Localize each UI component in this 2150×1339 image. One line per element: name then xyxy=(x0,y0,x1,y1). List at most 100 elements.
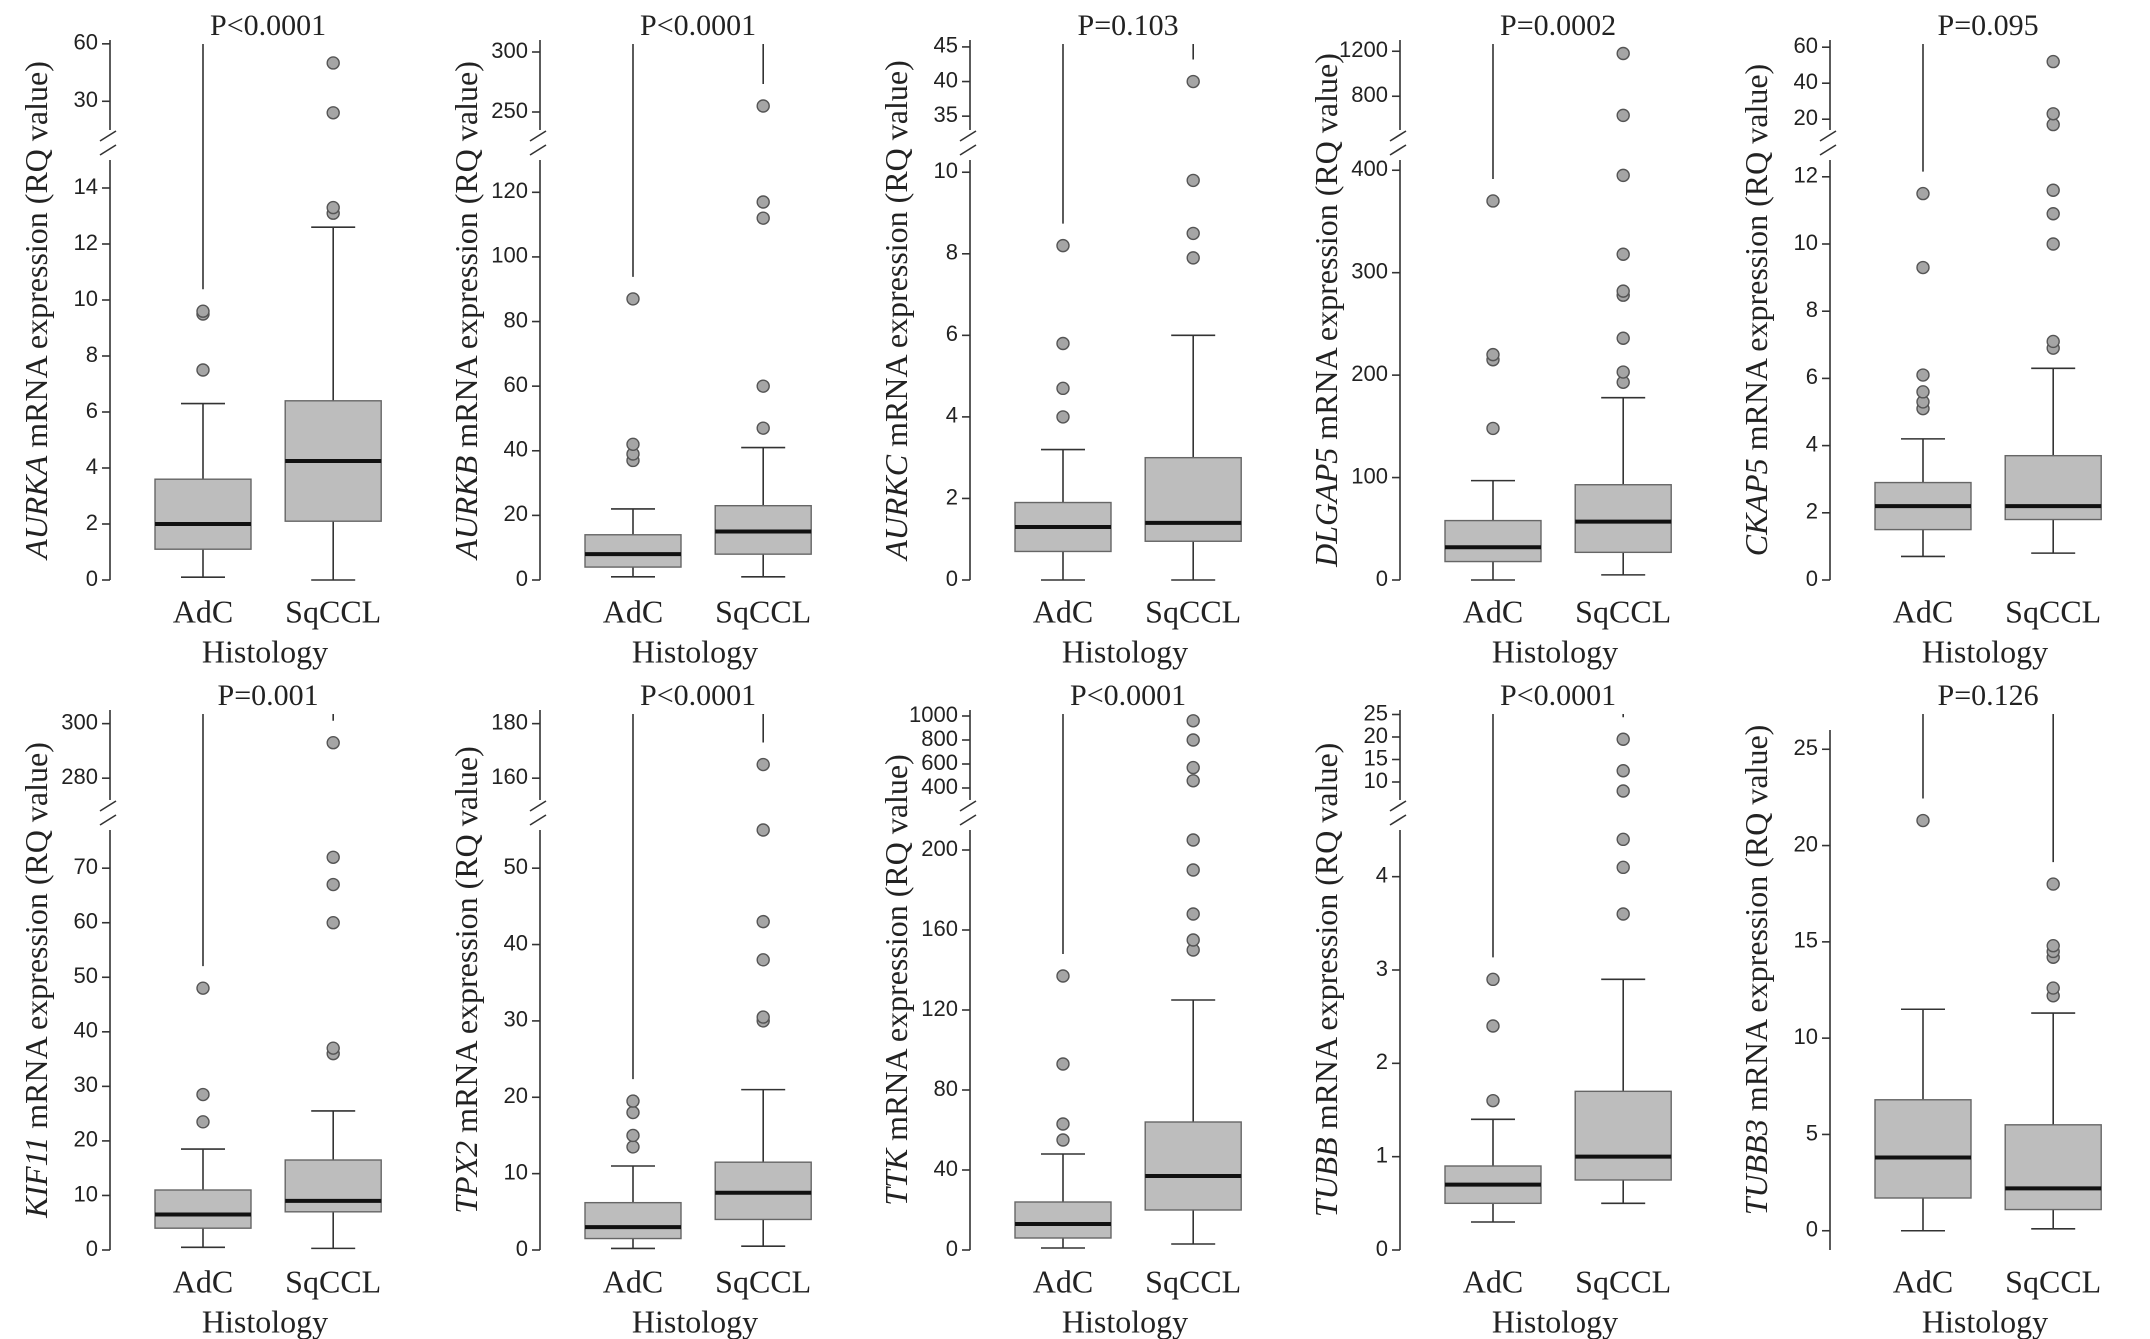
y-tick-label: 25 xyxy=(1364,700,1388,725)
y-tick-label: 8 xyxy=(1806,297,1818,322)
significance-bracket xyxy=(632,27,764,277)
box xyxy=(1874,1099,1972,1199)
y-axis-label-gene: TTK xyxy=(878,1147,914,1206)
outlier xyxy=(1616,247,1630,261)
outlier xyxy=(2046,939,2060,953)
annotation: P<0.0001 xyxy=(1500,679,1616,712)
y-tick-label: 300 xyxy=(61,709,98,734)
category-label: AdC xyxy=(1463,1263,1523,1299)
significance-bracket xyxy=(1922,27,2054,172)
y-axis-label-text: mRNA expression (RQ value) xyxy=(1308,743,1344,1130)
y-tick-label: 60 xyxy=(74,30,98,55)
category-label: AdC xyxy=(1033,1263,1093,1299)
y-tick-label: 120 xyxy=(491,178,528,203)
outlier xyxy=(626,437,640,452)
y-tick-label: 2 xyxy=(1376,1049,1388,1074)
y-tick-label: 20 xyxy=(1364,723,1388,748)
y-tick-label: 20 xyxy=(74,1127,98,1152)
annotation: P<0.0001 xyxy=(1070,679,1186,712)
y-tick-label: 0 xyxy=(1376,566,1388,591)
axis-break xyxy=(529,800,547,812)
y-axis-label: TTK mRNA expression (RQ value) xyxy=(878,754,914,1206)
y-tick-label: 14 xyxy=(74,174,98,199)
category-label: SqCCL xyxy=(285,1263,381,1299)
outlier xyxy=(326,850,340,864)
y-tick-label: 3 xyxy=(1376,956,1388,981)
y-tick-label: 60 xyxy=(1794,33,1818,58)
y-tick-label: 10 xyxy=(504,1159,528,1184)
y-tick-label: 30 xyxy=(74,87,98,112)
outlier xyxy=(326,1041,340,1055)
annotation-bg xyxy=(1058,682,1199,714)
outlier xyxy=(1616,832,1630,847)
outlier xyxy=(1616,764,1630,778)
x-axis-label: Histology xyxy=(1062,633,1188,669)
y-axis-label-gene: TUBB3 xyxy=(1738,1119,1774,1215)
outlier xyxy=(1056,381,1070,396)
outlier xyxy=(756,757,770,772)
panel: 0 10 20 30 40 50 60 70 280 300 KIF11 mRNA expressio… xyxy=(18,679,382,1339)
category-label: SqCCL xyxy=(2005,593,2101,629)
y-axis-label: DLGAP5 mRNA expression (RQ value) xyxy=(1308,53,1344,568)
panel: 0 20 40 60 80 100 120 250 300 AURKB mRNA expressio… xyxy=(448,9,812,669)
significance-bracket xyxy=(1492,27,1624,179)
axis-break xyxy=(1389,130,1407,142)
outlier xyxy=(756,421,770,435)
axis-break xyxy=(1819,130,1837,142)
annotation-bg xyxy=(628,682,769,714)
annotation: P=0.095 xyxy=(1938,9,2039,42)
outlier xyxy=(1056,410,1070,424)
outlier xyxy=(196,981,210,995)
x-axis-label: Histology xyxy=(1922,1303,2048,1339)
outlier xyxy=(326,877,340,892)
outlier xyxy=(1916,368,1930,382)
outlier xyxy=(626,1128,640,1143)
outlier xyxy=(756,211,770,225)
y-axis-label: AURKC mRNA expression (RQ value) xyxy=(878,60,914,562)
outlier xyxy=(1616,907,1630,921)
outlier xyxy=(196,1087,210,1102)
y-tick-label: 250 xyxy=(491,98,528,123)
y-axis-label-text: mRNA expression (RQ value) xyxy=(1738,725,1774,1112)
category-label: AdC xyxy=(603,1263,663,1299)
y-tick-label: 180 xyxy=(491,709,528,734)
annotation: P<0.0001 xyxy=(640,9,756,42)
outlier xyxy=(326,916,340,930)
outlier xyxy=(1616,860,1630,875)
y-tick-label: 400 xyxy=(921,774,958,799)
y-tick-label: 20 xyxy=(504,1083,528,1108)
outlier xyxy=(1186,833,1200,847)
y-tick-label: 80 xyxy=(934,1076,958,1101)
outlier xyxy=(1056,1117,1070,1131)
significance-bracket xyxy=(632,697,764,1080)
category-label: AdC xyxy=(173,593,233,629)
x-axis-label: Histology xyxy=(632,633,758,669)
y-axis-label-text: mRNA expression (RQ value) xyxy=(878,754,914,1141)
y-tick-label: 400 xyxy=(1351,156,1388,181)
outlier xyxy=(1056,1133,1070,1147)
outlier xyxy=(626,1105,640,1120)
y-tick-label: 6 xyxy=(86,398,98,423)
y-axis-label-gene: KIF11 xyxy=(18,1137,54,1219)
outlier xyxy=(756,914,770,929)
axis-break xyxy=(99,814,117,826)
outlier xyxy=(1056,1057,1070,1071)
category-label: SqCCL xyxy=(715,593,811,629)
axis-break xyxy=(959,800,977,812)
axis-break xyxy=(1389,800,1407,812)
y-tick-label: 5 xyxy=(1806,1120,1818,1145)
y-tick-label: 10 xyxy=(74,286,98,311)
outlier xyxy=(1186,173,1200,188)
annotation-bg xyxy=(198,12,339,44)
x-axis-label: Histology xyxy=(202,633,328,669)
y-axis-label-text: mRNA expression (RQ value) xyxy=(1738,64,1774,451)
axis-break xyxy=(99,130,117,142)
box xyxy=(1144,456,1242,542)
y-tick-label: 6 xyxy=(1806,364,1818,389)
category-label: SqCCL xyxy=(2005,1263,2101,1299)
axis-break xyxy=(1819,144,1837,156)
y-tick-label: 0 xyxy=(946,566,958,591)
x-axis-label: Histology xyxy=(1492,633,1618,669)
y-tick-label: 4 xyxy=(1376,862,1388,887)
